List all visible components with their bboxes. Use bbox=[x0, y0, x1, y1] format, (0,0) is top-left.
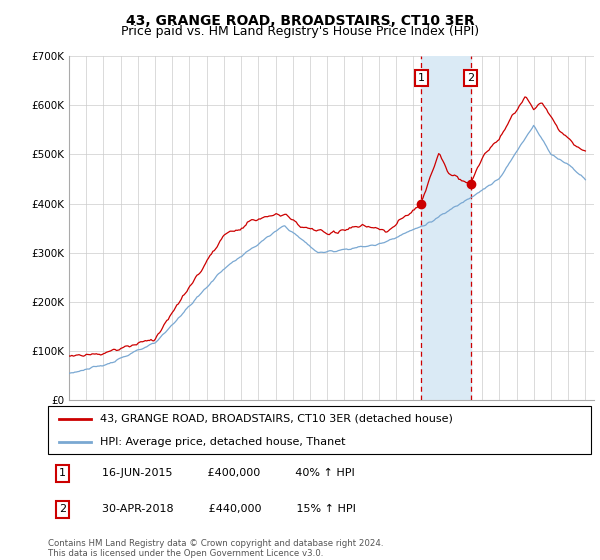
Text: 2: 2 bbox=[467, 73, 474, 83]
Text: HPI: Average price, detached house, Thanet: HPI: Average price, detached house, Than… bbox=[100, 437, 345, 447]
Text: 30-APR-2018          £440,000          15% ↑ HPI: 30-APR-2018 £440,000 15% ↑ HPI bbox=[103, 505, 356, 515]
Text: Price paid vs. HM Land Registry's House Price Index (HPI): Price paid vs. HM Land Registry's House … bbox=[121, 25, 479, 38]
Bar bbox=[421, 56, 470, 400]
Text: 1: 1 bbox=[418, 73, 425, 83]
Text: 43, GRANGE ROAD, BROADSTAIRS, CT10 3ER (detached house): 43, GRANGE ROAD, BROADSTAIRS, CT10 3ER (… bbox=[100, 414, 452, 424]
Text: 1: 1 bbox=[59, 468, 66, 478]
Text: 16-JUN-2015          £400,000          40% ↑ HPI: 16-JUN-2015 £400,000 40% ↑ HPI bbox=[103, 468, 355, 478]
Text: 43, GRANGE ROAD, BROADSTAIRS, CT10 3ER: 43, GRANGE ROAD, BROADSTAIRS, CT10 3ER bbox=[125, 14, 475, 28]
Text: Contains HM Land Registry data © Crown copyright and database right 2024.
This d: Contains HM Land Registry data © Crown c… bbox=[48, 539, 383, 558]
Text: 2: 2 bbox=[59, 505, 66, 515]
